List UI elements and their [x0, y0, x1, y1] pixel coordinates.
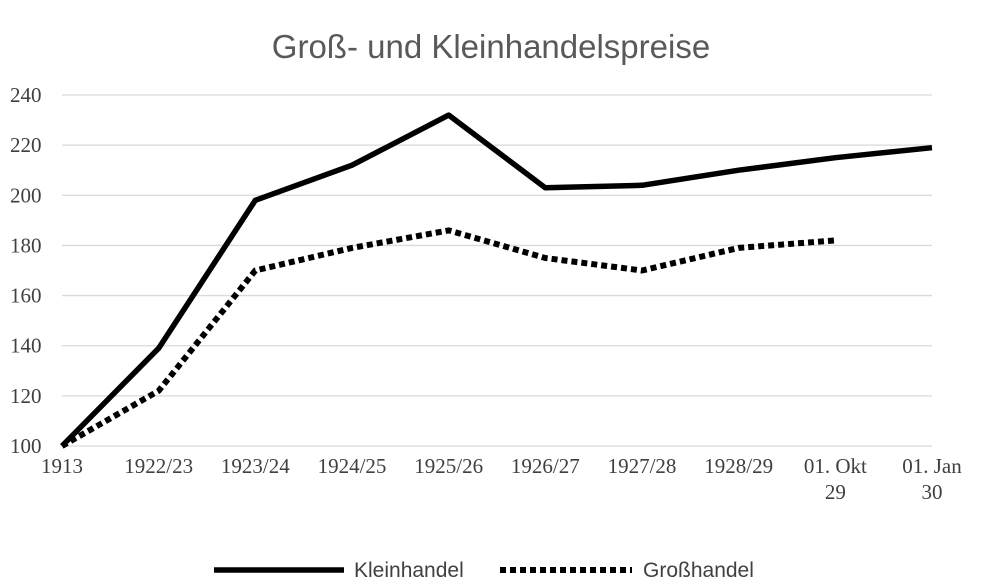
y-tick-label: 160 — [10, 284, 42, 308]
y-axis-ticks: 100 120 140 160 180 200 220 240 — [10, 83, 42, 458]
legend: Kleinhandel Großhandel — [214, 559, 754, 582]
legend-label: Kleinhandel — [354, 559, 464, 582]
y-tick-label: 120 — [10, 384, 42, 408]
x-tick-label: 1928/29 — [704, 454, 773, 478]
x-tick-label: 1926/27 — [511, 454, 580, 478]
x-tick-label: 01. Okt — [804, 454, 867, 478]
x-tick-label: 1923/24 — [221, 454, 290, 478]
y-tick-label: 140 — [10, 334, 42, 358]
x-axis-ticks: 1913 1922/23 1923/24 1924/25 1925/26 1926/27 1… — [41, 454, 962, 504]
gridlines — [62, 94, 932, 447]
x-tick-label: 1924/25 — [318, 454, 387, 478]
x-tick-label: 30 — [922, 480, 943, 504]
y-tick-label: 240 — [10, 83, 42, 107]
x-tick-label: 1925/26 — [414, 454, 483, 478]
y-tick-label: 220 — [10, 133, 42, 157]
y-tick-label: 200 — [10, 183, 42, 207]
series-line-grosshandel — [60, 227, 836, 449]
x-tick-label: 1922/23 — [124, 454, 193, 478]
x-tick-label: 01. Jan — [902, 454, 962, 478]
chart-title: Groß- und Kleinhandelspreise — [272, 28, 710, 65]
x-tick-label: 29 — [825, 480, 846, 504]
legend-label: Großhandel — [643, 559, 754, 582]
series-lines — [60, 112, 933, 449]
series-line-kleinhandel — [60, 112, 933, 448]
x-tick-label: 1927/28 — [608, 454, 677, 478]
y-tick-label: 100 — [10, 434, 42, 458]
x-tick-label: 1913 — [41, 454, 83, 478]
y-tick-label: 180 — [10, 233, 42, 257]
